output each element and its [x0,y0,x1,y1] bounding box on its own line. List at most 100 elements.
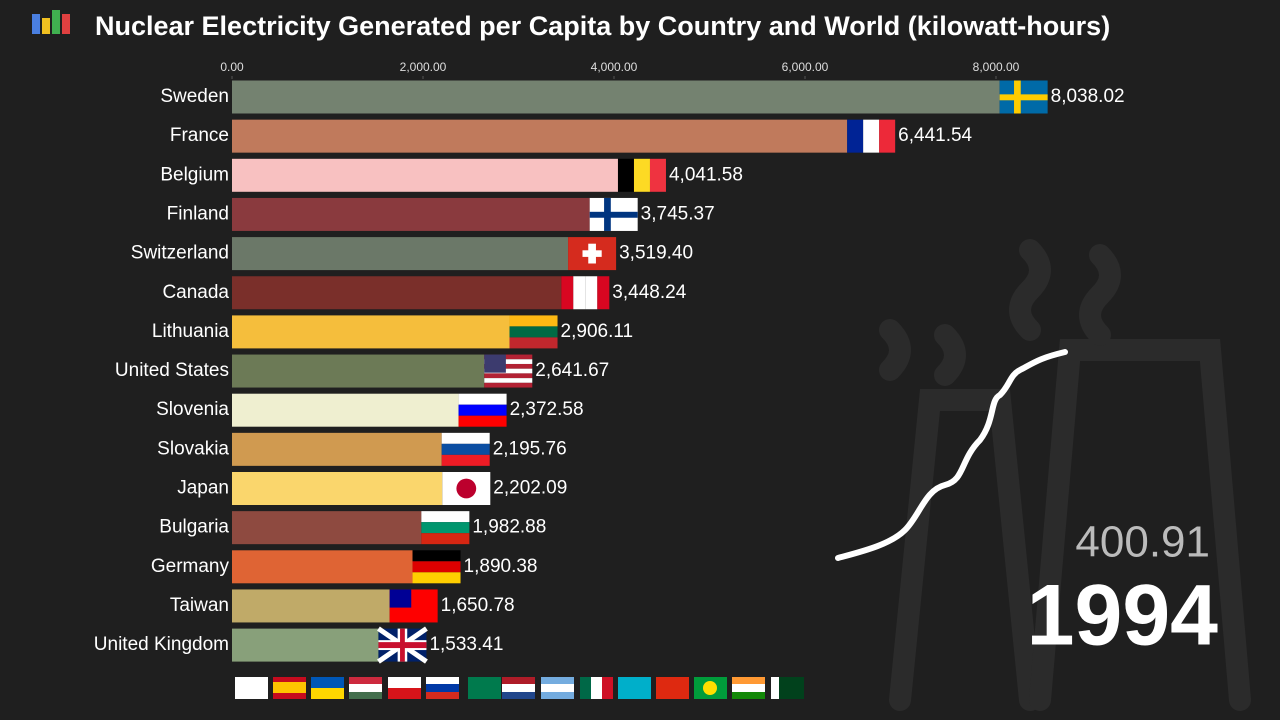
flag-stripe [509,326,558,338]
value-label: 3,519.40 [619,243,693,264]
flag-stripe [863,119,880,153]
flag [458,393,507,427]
flag [484,354,533,388]
flag-stripe [597,276,610,310]
flag-part [378,642,427,649]
chart-title: Nuclear Electricity Generated per Capita… [95,11,1110,41]
x-tick-label: 8,000.00 [973,60,1020,74]
flag [561,276,610,310]
flag [421,511,470,545]
bar [232,80,1000,114]
category-label: United States [115,360,229,381]
flag [442,472,491,505]
flag [441,432,490,466]
flag [617,158,666,192]
flag-part [484,354,506,373]
category-label: Canada [162,282,229,303]
flag-part [582,250,602,257]
value-label: 2,906.11 [561,321,634,342]
category-label: Lithuania [152,321,230,342]
flag-stripe [412,550,461,562]
flag [847,119,896,153]
category-label: Japan [177,478,229,499]
flag-stripe [441,454,490,466]
category-label: France [170,125,229,146]
value-label: 8,038.02 [1051,86,1125,107]
category-label: Taiwan [170,595,229,616]
flag-part [999,94,1048,101]
flag [412,550,461,584]
value-label: 1,650.78 [441,595,515,616]
logo [32,10,70,34]
category-label: Germany [151,556,230,577]
flag-stripe [458,393,507,405]
flag [509,315,558,349]
flag-stripe [509,315,558,327]
category-label: Switzerland [131,243,229,264]
flag-stripe [458,415,507,427]
value-label: 1,982.88 [472,517,546,538]
value-label: 3,745.37 [641,203,715,224]
bar [232,276,562,310]
bar [232,628,379,662]
category-label: Finland [167,203,229,224]
flag [377,626,428,664]
flag [389,589,438,623]
flag-stripe [484,354,533,360]
flag [999,80,1048,114]
category-label: United Kingdom [94,634,229,655]
bar [232,237,569,271]
flag-part [456,478,477,499]
x-tick-label: 0.00 [220,60,244,74]
flag-stripe [585,276,598,310]
bar [232,432,442,466]
flag-stripe [441,432,490,444]
flag-stripe [421,533,470,545]
value-label: 1,890.38 [464,556,538,577]
flag-stripe [649,158,666,192]
bar [232,119,848,153]
bar [232,511,422,545]
category-label: Sweden [160,86,229,107]
bar [232,472,443,505]
value-label: 6,441.54 [898,125,972,146]
flag-stripe [412,572,461,584]
category-label: Belgium [160,164,229,185]
category-label: Bulgaria [159,517,229,538]
flag [568,237,617,271]
flag-stripe [573,276,586,310]
flag-stripe [484,359,533,364]
category-label: Slovenia [156,399,229,420]
flag-stripe [421,511,470,523]
flag-stripe [879,119,896,153]
value-label: 2,641.67 [535,360,609,381]
flag-stripe [484,363,533,369]
flag-stripe [561,276,574,310]
bar [232,550,413,584]
bottom-flags [235,677,804,699]
flag-stripe [484,368,533,374]
flag-stripe [484,378,533,383]
flag-stripe [484,382,533,388]
value-label: 2,372.58 [510,399,584,420]
bar [232,315,510,349]
flag-stripe [617,158,634,192]
flag-stripe [633,158,650,192]
value-label: 2,195.76 [493,438,567,459]
bar [232,197,590,231]
year: 1994 [1027,568,1218,664]
flag [589,197,638,231]
x-tick-label: 6,000.00 [782,60,829,74]
flag-stripe [458,404,507,416]
flag-stripe [484,373,533,379]
value-label: 3,448.24 [612,282,686,303]
flag-stripe [847,119,864,153]
category-label: Slovakia [157,438,229,459]
x-tick-label: 4,000.00 [591,60,638,74]
bar [232,158,618,192]
world-value: 400.91 [1075,518,1210,567]
flag-stripe [412,561,461,573]
bar [232,393,459,427]
value-label: 2,202.09 [493,478,567,499]
